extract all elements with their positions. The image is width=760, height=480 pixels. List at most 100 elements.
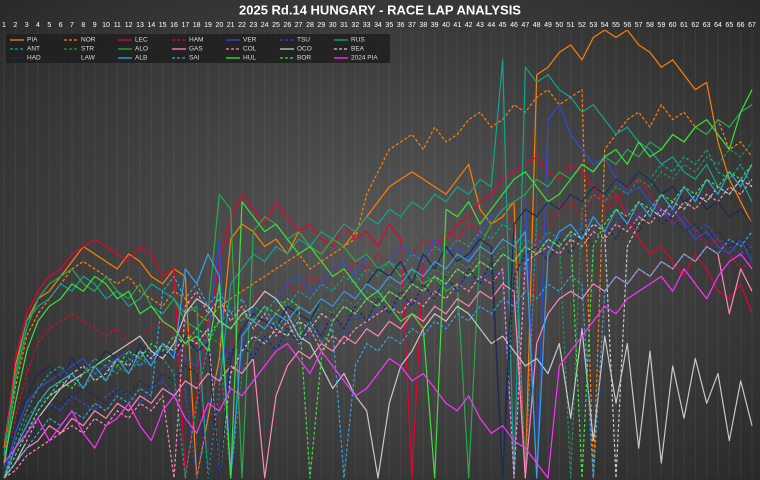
series-line xyxy=(3,59,753,479)
x-tick-label: 62 xyxy=(691,22,699,29)
legend-label: COL xyxy=(243,46,257,53)
legend: PIA NOR LEC HAM VER TSU RUS ANT STR ALO GAS COL OCO B… xyxy=(10,37,378,62)
series-line xyxy=(3,30,753,479)
x-tick-label: 39 xyxy=(431,22,439,29)
x-tick-label: 10 xyxy=(102,22,110,29)
legend-label: OCO xyxy=(297,46,312,53)
x-tick-label: 34 xyxy=(374,22,382,29)
legend-label: BOR xyxy=(297,55,311,62)
legend-label: BEA xyxy=(351,46,365,53)
x-tick-label: 51 xyxy=(567,22,575,29)
x-tick-label: 23 xyxy=(249,22,257,29)
x-tick-label: 18 xyxy=(193,22,201,29)
legend-label: VER xyxy=(243,37,257,44)
legend-label: PIA xyxy=(27,37,38,44)
x-tick-label: 30 xyxy=(329,22,337,29)
legend-label: STR xyxy=(81,46,94,53)
x-tick-label: 9 xyxy=(93,22,97,29)
x-tick-label: 25 xyxy=(272,22,280,29)
x-tick-label: 58 xyxy=(646,22,654,29)
x-tick-label: 6 xyxy=(59,22,63,29)
series-line xyxy=(3,148,753,479)
x-tick-label: 57 xyxy=(635,22,643,29)
legend-label: NOR xyxy=(81,37,96,44)
legend-label: HAM xyxy=(189,37,203,44)
x-tick-label: 65 xyxy=(725,22,733,29)
x-tick-label: 27 xyxy=(295,22,303,29)
x-tick-label: 1 xyxy=(2,22,6,29)
legend-label: ALO xyxy=(135,46,148,53)
legend-label: HAD xyxy=(27,55,41,62)
legend-label: LEC xyxy=(135,37,148,44)
x-tick-label: 16 xyxy=(170,22,178,29)
x-tick-label: 28 xyxy=(306,22,314,29)
legend-label: TSU xyxy=(297,37,310,44)
x-tick-label: 44 xyxy=(487,22,495,29)
legend-label: HUL xyxy=(243,55,256,62)
series-line xyxy=(3,178,753,479)
x-tick-label: 17 xyxy=(181,22,189,29)
legend-label: RUS xyxy=(351,37,365,44)
x-tick-label: 63 xyxy=(703,22,711,29)
x-tick-label: 66 xyxy=(737,22,745,29)
series-line xyxy=(3,208,753,479)
x-tick-label: 56 xyxy=(623,22,631,29)
x-tick-label: 46 xyxy=(510,22,518,29)
x-tick-label: 11 xyxy=(114,22,121,29)
x-tick-label: 2 xyxy=(13,22,17,29)
x-tick-label: 4 xyxy=(36,22,40,29)
series-line xyxy=(3,89,753,479)
x-tick-label: 60 xyxy=(669,22,677,29)
legend-label: ALB xyxy=(135,55,147,62)
x-tick-label: 12 xyxy=(125,22,133,29)
x-tick-label: 33 xyxy=(363,22,371,29)
series-line xyxy=(3,178,753,479)
x-tick-label: 41 xyxy=(453,22,461,29)
series-line xyxy=(3,253,753,479)
x-tick-label: 67 xyxy=(748,22,756,29)
x-tick-label: 26 xyxy=(283,22,291,29)
x-tick-label: 21 xyxy=(227,22,235,29)
x-tick-label: 20 xyxy=(215,22,223,29)
grid: 1 2 3 4 5 6 7 8 9 10 11 12 13 14 15 16 17 18 19 20 21 22 23 24 2… xyxy=(2,22,756,478)
x-tick-label: 37 xyxy=(408,22,416,29)
x-tick-label: 43 xyxy=(476,22,484,29)
x-tick-label: 15 xyxy=(159,22,167,29)
x-tick-label: 52 xyxy=(578,22,586,29)
x-tick-label: 38 xyxy=(419,22,427,29)
x-tick-label: 22 xyxy=(238,22,246,29)
x-tick-label: 40 xyxy=(442,22,450,29)
x-tick-label: 32 xyxy=(351,22,359,29)
x-tick-label: 54 xyxy=(601,22,609,29)
x-tick-label: 35 xyxy=(385,22,393,29)
x-tick-label: 8 xyxy=(81,22,85,29)
x-tick-label: 7 xyxy=(70,22,74,29)
series-line xyxy=(3,164,753,479)
x-tick-label: 45 xyxy=(499,22,507,29)
x-tick-label: 5 xyxy=(47,22,51,29)
series-line xyxy=(3,89,753,479)
x-tick-label: 31 xyxy=(340,22,348,29)
x-tick-label: 42 xyxy=(465,22,473,29)
x-tick-label: 61 xyxy=(680,22,688,29)
x-tick-label: 64 xyxy=(714,22,722,29)
x-tick-label: 48 xyxy=(533,22,541,29)
x-tick-label: 50 xyxy=(555,22,563,29)
series-line xyxy=(3,201,753,479)
x-tick-label: 14 xyxy=(147,22,155,29)
x-tick-label: 3 xyxy=(25,22,29,29)
x-tick-label: 29 xyxy=(317,22,325,29)
x-tick-label: 59 xyxy=(657,22,665,29)
legend-label: SAI xyxy=(189,55,200,62)
x-tick-label: 19 xyxy=(204,22,212,29)
legend-label: LAW xyxy=(81,55,96,62)
series-line xyxy=(3,290,753,479)
series-line xyxy=(3,245,753,479)
x-tick-label: 55 xyxy=(612,22,620,29)
x-tick-label: 13 xyxy=(136,22,144,29)
x-tick-label: 53 xyxy=(589,22,597,29)
plot-area xyxy=(3,30,753,479)
x-tick-label: 36 xyxy=(397,22,405,29)
